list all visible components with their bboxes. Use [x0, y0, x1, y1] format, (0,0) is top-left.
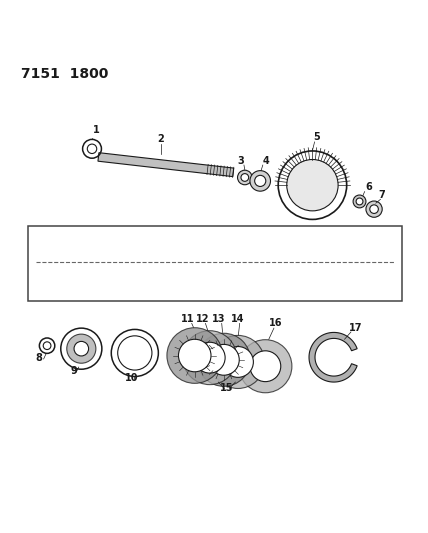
Circle shape	[353, 195, 366, 208]
Circle shape	[255, 175, 266, 187]
Circle shape	[197, 333, 250, 386]
Text: 14: 14	[231, 314, 245, 324]
Text: 1: 1	[93, 125, 100, 134]
Circle shape	[250, 171, 270, 191]
Text: 11: 11	[181, 314, 194, 324]
Text: 12: 12	[196, 314, 209, 324]
Text: 4: 4	[263, 156, 270, 166]
Circle shape	[208, 344, 239, 375]
Circle shape	[356, 198, 363, 205]
Text: 16: 16	[269, 318, 283, 328]
Circle shape	[167, 328, 223, 383]
Text: 13: 13	[211, 314, 225, 324]
Circle shape	[178, 340, 211, 372]
Circle shape	[287, 159, 338, 211]
Circle shape	[211, 335, 265, 389]
Text: 7151  1800: 7151 1800	[21, 68, 109, 82]
Text: 3: 3	[238, 156, 244, 166]
Circle shape	[183, 330, 237, 385]
Text: 10: 10	[125, 373, 138, 383]
Circle shape	[366, 201, 382, 217]
Polygon shape	[309, 333, 357, 382]
Bar	[28, 226, 402, 301]
Text: 7: 7	[378, 190, 385, 200]
Text: 15: 15	[220, 383, 234, 393]
Circle shape	[194, 342, 225, 373]
Circle shape	[74, 342, 89, 356]
Polygon shape	[98, 152, 234, 176]
Circle shape	[370, 205, 378, 213]
Circle shape	[223, 346, 253, 377]
Circle shape	[241, 174, 249, 181]
Text: 6: 6	[366, 182, 372, 192]
Text: 2: 2	[157, 134, 164, 144]
Circle shape	[250, 351, 281, 382]
Circle shape	[238, 170, 252, 185]
Text: 17: 17	[348, 322, 362, 333]
Text: 9: 9	[71, 366, 77, 376]
Text: 5: 5	[313, 132, 320, 142]
Circle shape	[239, 340, 292, 393]
Circle shape	[67, 334, 96, 363]
Text: 8: 8	[35, 353, 42, 362]
